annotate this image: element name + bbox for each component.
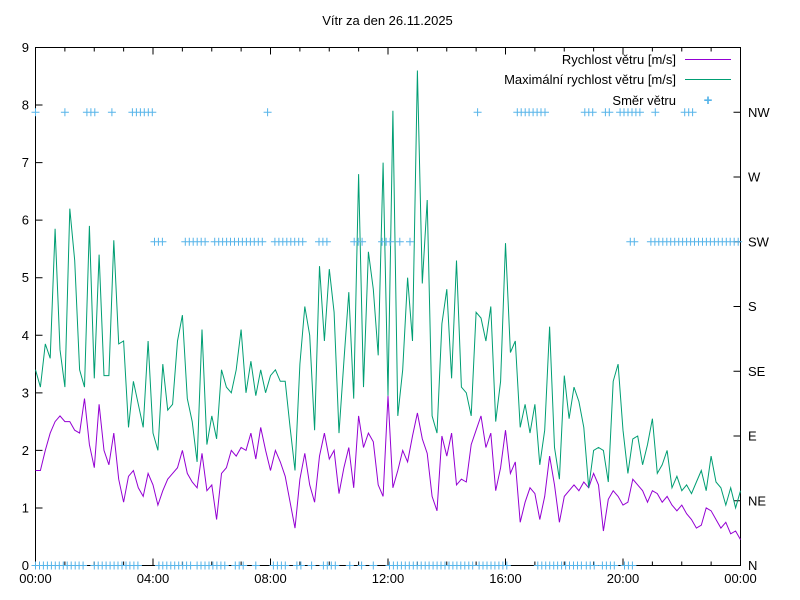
- y-axis-tick-label: 8: [22, 98, 29, 113]
- direction-marker-sample: +: [703, 92, 713, 110]
- x-axis-tick-label: 08:00: [254, 571, 287, 586]
- y-axis-tick-label: 5: [22, 270, 29, 285]
- x-axis-tick-label: 04:00: [137, 571, 170, 586]
- y-axis-tick-label: 0: [22, 558, 29, 573]
- plot-border: [35, 47, 741, 566]
- legend-label-speed: Rychlost větru [m/s]: [561, 52, 676, 68]
- direction-axis-label: NE: [748, 493, 766, 508]
- x-axis-tick-label: 20:00: [607, 571, 640, 586]
- direction-axis-label: S: [748, 299, 757, 314]
- direction-axis-label: SW: [748, 234, 770, 249]
- legend-item-max-speed: Maximální rychlost větru [m/s]: [376, 71, 731, 88]
- y-axis-tick-label: 3: [22, 385, 29, 400]
- direction-axis-label: SE: [748, 364, 766, 379]
- y-axis-tick-label: 2: [22, 443, 29, 458]
- y-axis-tick-label: 9: [22, 40, 29, 55]
- legend-label-max-speed: Maximální rychlost větru [m/s]: [504, 72, 676, 88]
- y-axis-tick-label: 4: [22, 328, 29, 343]
- direction-axis-label: NW: [748, 105, 770, 120]
- x-axis-tick-label: 00:00: [19, 571, 52, 586]
- axis-ticks: [35, 47, 741, 566]
- direction-axis-label: E: [748, 429, 757, 444]
- y-axis-tick-label: 6: [22, 213, 29, 228]
- legend-label-direction: Směr větru: [612, 93, 676, 109]
- wind-direction-markers: [31, 108, 743, 570]
- x-axis-tick-label: 00:00: [724, 571, 757, 586]
- direction-axis-label: N: [748, 558, 757, 573]
- x-axis-tick-label: 16:00: [489, 571, 522, 586]
- y-axis-tick-label: 7: [22, 155, 29, 170]
- direction-axis-label: W: [748, 170, 761, 185]
- y-axis-tick-label: 1: [22, 500, 29, 515]
- chart-title: Vítr za den 26.11.2025: [322, 13, 453, 28]
- x-axis-tick-label: 12:00: [372, 571, 405, 586]
- max-speed-line: [35, 70, 741, 510]
- speed-line-sample: [685, 59, 731, 61]
- legend-item-direction: Směr větru +: [376, 92, 731, 109]
- legend-item-speed: Rychlost větru [m/s]: [376, 51, 731, 68]
- max-speed-line-sample: [685, 79, 731, 81]
